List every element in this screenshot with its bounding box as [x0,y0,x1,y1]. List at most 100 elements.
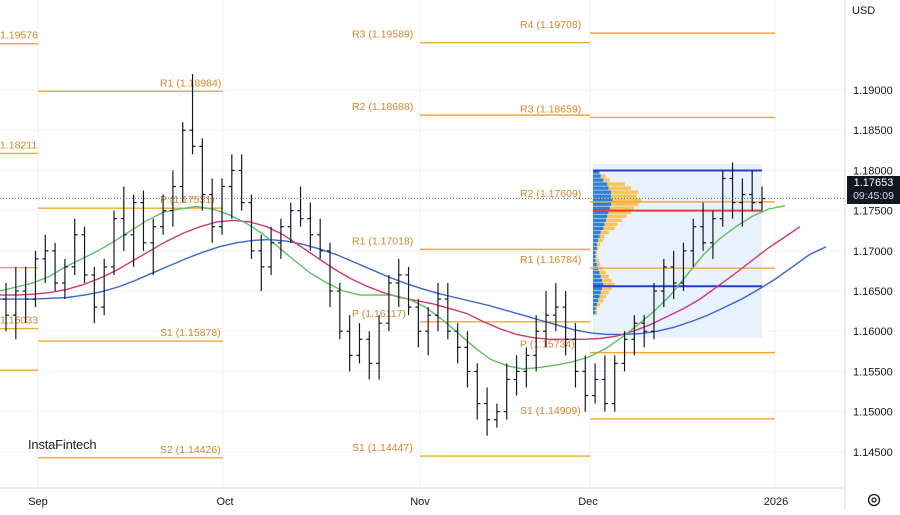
price-tick-label: 1.17000 [853,246,893,258]
volume-bar-blue [593,186,609,190]
ohlc-bar [258,234,265,292]
volume-bar-blue [593,298,599,303]
volume-bar-yellow [609,206,634,210]
pivot-level-label: S2 (1.14426) [160,444,221,456]
ohlc-bar [189,73,196,155]
volume-bar-blue [593,202,612,206]
volume-bar-yellow [599,294,606,299]
ohlc-bar [415,299,422,348]
ohlc-bar [454,323,461,364]
volume-bar-yellow [600,274,609,279]
volume-bar-blue [593,182,608,186]
ohlc-bar [219,178,225,235]
ohlc-bar [739,178,746,227]
volume-bar-yellow [607,182,625,186]
time-tick-label: Dec [578,496,598,508]
ohlc-bar [552,282,559,332]
volume-bar-yellow [599,234,605,239]
ohlc-bar [503,363,510,420]
ohlc-bar [523,347,530,388]
pivot-level-label: P (1.16117) [352,308,406,320]
price-tick-label: 1.16000 [853,326,893,338]
volume-bar-yellow [607,214,627,218]
ohlc-bar [3,282,9,332]
currency-selector[interactable]: USD [852,5,876,17]
ohlc-bar [238,154,245,211]
ohlc-bar [660,258,667,308]
ohlc-bar [199,138,206,211]
last-price-value: 1.17653 [853,177,894,189]
volume-bar-blue [593,214,608,218]
volume-bar-yellow [608,210,631,214]
volume-bar-blue [593,170,600,174]
ohlc-bar [385,274,392,332]
volume-bar-blue [593,290,601,295]
brand-logo: InstaFintech [28,437,97,452]
settings-gear-icon[interactable] [867,493,881,507]
volume-bar-yellow [595,250,598,255]
time-tick-label: Oct [216,496,233,508]
ohlc-bar [91,266,98,324]
pivot-level-label: S1 (1.15878) [160,327,221,339]
ohlc-bar [709,210,716,259]
volume-bar-blue [593,238,599,243]
ohlc-bar [356,323,363,364]
volume-bar-yellow [595,254,598,259]
pivot-level-label: R4 (1.19708) [520,19,581,31]
volume-bar-blue [593,218,606,222]
ohlc-bar [670,250,677,300]
ohlc-bar [22,266,29,324]
volume-bar-blue [593,258,596,263]
time-tick-label: Nov [410,496,430,508]
ohlc-bar [572,323,579,388]
volume-bar-yellow [599,270,606,275]
volume-bar-yellow [596,246,599,251]
ohlc-bar [12,266,19,340]
ohlc-bar [405,266,412,316]
volume-bar-yellow [603,178,610,182]
price-tick-label: 1.19000 [853,85,893,97]
ohlc-bar [719,170,726,227]
volume-bar-blue [593,250,596,255]
volume-bar-yellow [600,230,609,235]
ohlc-bar [160,194,167,235]
ohlc-bar [209,178,216,243]
price-tick-label: 1.16500 [853,286,893,298]
pivot-level-label: R2 (1.17609) [520,188,581,200]
ohlc-bar [268,226,275,275]
ohlc-bar [562,291,569,356]
volume-bar-yellow [600,290,609,295]
volume-bar-yellow [595,307,598,311]
volume-bar-blue [593,278,603,283]
ohlc-bar [81,226,88,283]
volume-bar-yellow [603,282,615,287]
ohlc-bar [700,202,707,251]
ohlc-bar [651,282,657,340]
ohlc-bar [690,218,697,267]
ohlc-bar [228,154,235,219]
ohlc-bar [346,315,353,372]
price-tick-label: 1.18000 [853,165,893,177]
volume-bar-yellow [598,298,603,303]
ohlc-bar [444,282,451,340]
pivot-level-label: R3 (1.19589) [352,29,413,41]
volume-bar-blue [593,270,600,275]
ohlc-bar [464,331,471,388]
ohlc-bar [307,202,314,251]
pivot-level-label: R1 (1.17018) [352,235,413,247]
pivot-level-label: R1 (1.16784) [520,254,581,266]
ohlc-bar [513,355,520,396]
volume-bar-yellow [612,198,642,202]
volume-bar-yellow [602,286,612,291]
volume-bar-blue [593,206,610,210]
ohlc-bar [150,218,157,275]
pivot-level-label: R1 (1.18984) [160,77,221,89]
last-price-tag: 1.17653 09:45:09 [847,176,900,204]
pivot-level-label: 1.16033 [0,315,38,327]
volume-bar-blue [593,286,603,291]
ohlc-bar [111,210,117,275]
volume-bar-blue [593,282,604,287]
volume-bar-yellow [600,174,606,178]
